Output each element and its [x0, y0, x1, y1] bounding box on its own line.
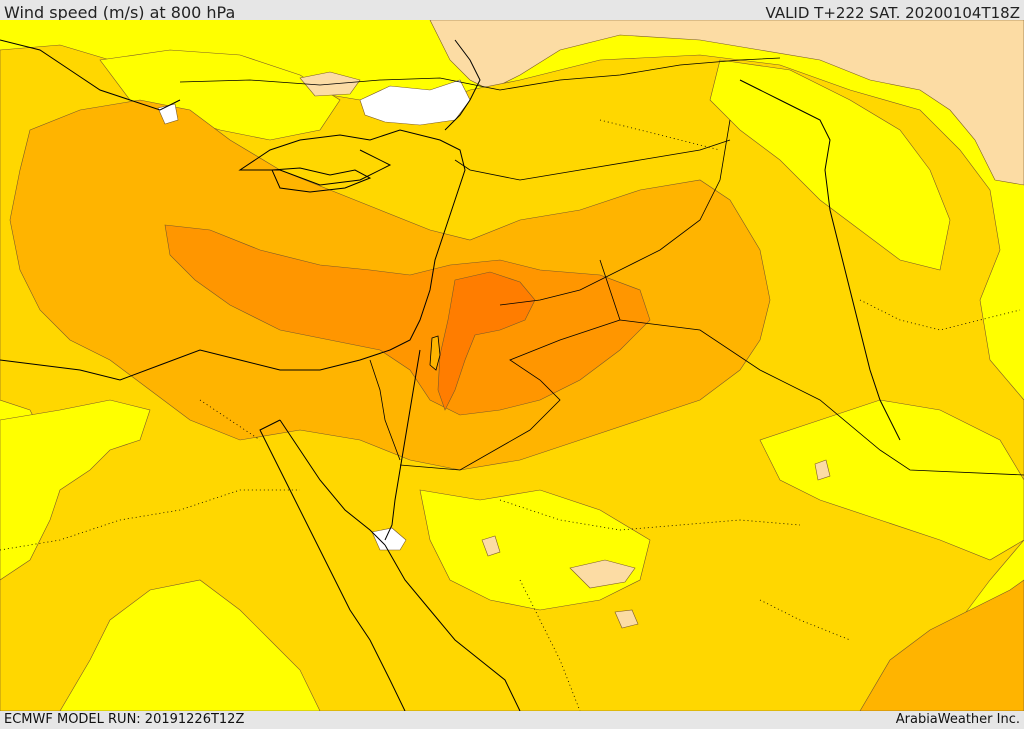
- wind-zone-light-ne: [709, 59, 951, 271]
- dead-sea-outline: [429, 335, 441, 371]
- credit-label: ArabiaWeather Inc.: [895, 712, 1020, 727]
- wind-zone-very-light-blob-s3: [481, 535, 501, 557]
- wind-zone-strong: [164, 224, 651, 416]
- wind-speed-map: [0, 20, 1024, 711]
- wind-zone-very-light-blob-e: [814, 459, 831, 481]
- map-title: Wind speed (m/s) at 800 hPa: [4, 3, 236, 22]
- map-canvas: [0, 20, 1024, 711]
- map-header: Wind speed (m/s) at 800 hPa VALID T+222 …: [0, 0, 1024, 22]
- wind-zone-light-south: [59, 579, 321, 711]
- map-footer: ECMWF MODEL RUN: 20191226T12Z ArabiaWeat…: [0, 711, 1024, 729]
- wind-zone-weakest-gulf: [371, 527, 407, 551]
- wind-zone-fresh-se: [859, 579, 1024, 711]
- wind-zone-strongest: [437, 271, 536, 411]
- wind-zone-light-sw: [0, 399, 151, 581]
- wind-zone-weakest-north: [359, 79, 471, 126]
- dotted-boundaries: [0, 119, 1021, 711]
- wind-zone-very-light-blob-s1: [569, 559, 636, 589]
- coastlines: [0, 39, 901, 711]
- valid-time-label: VALID T+222 SAT. 20200104T18Z: [765, 4, 1020, 22]
- wind-zone-very-light-blob-s2: [614, 609, 639, 629]
- country-borders: [179, 57, 1024, 476]
- model-run-label: ECMWF MODEL RUN: 20191226T12Z: [4, 712, 245, 727]
